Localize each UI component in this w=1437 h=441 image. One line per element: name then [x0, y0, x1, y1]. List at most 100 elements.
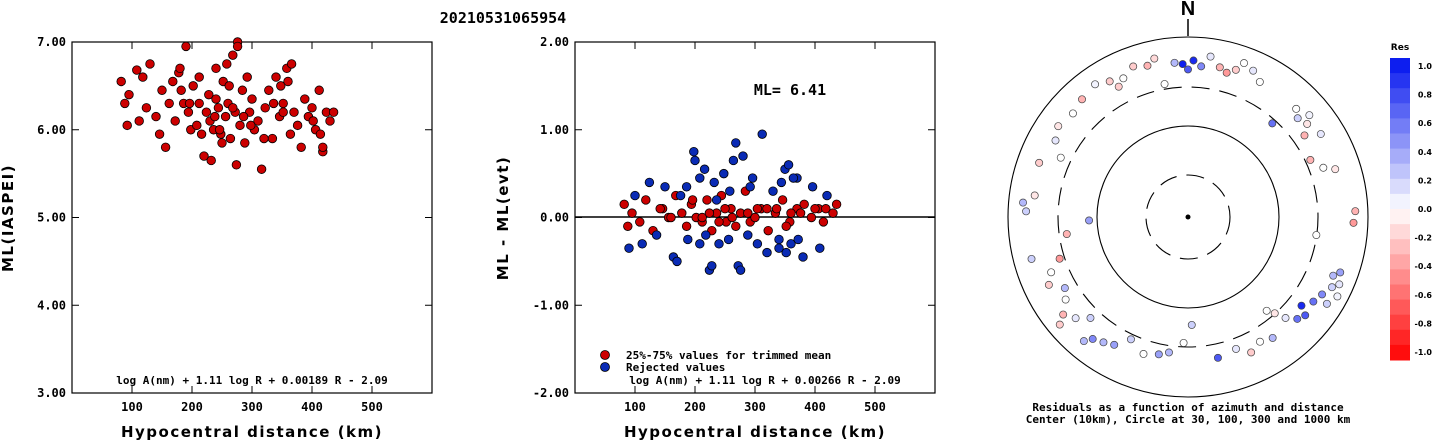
plot1-data-point-series-0 [168, 76, 178, 87]
plot2-data-point-series-1 [786, 239, 796, 249]
plot2-data-point-series-0 [795, 208, 806, 218]
plot2-data-point-series-1 [701, 230, 711, 240]
plot1-data-point-series-0 [124, 89, 134, 100]
station-point [1035, 158, 1044, 167]
colorbar-tick-label: -0.6 [1415, 291, 1433, 300]
plot1-y-tick-label: 5.00 [37, 211, 66, 225]
station-point [1069, 109, 1077, 118]
plot2-data-point-series-1 [707, 261, 717, 271]
station-point [1184, 65, 1192, 74]
colorbar-cell [1390, 314, 1410, 331]
plot2-data-point-series-0 [623, 221, 633, 231]
plot2-x-tick-label: 300 [744, 400, 766, 414]
plot2-points [619, 129, 842, 275]
plot1-data-point-series-0 [283, 76, 293, 87]
plot1-data-point-series-0 [120, 98, 130, 109]
plot1-data-point-series-0 [170, 116, 180, 126]
plot1-data-point-series-0 [228, 50, 238, 60]
plot2-x-tick-label: 100 [624, 400, 646, 414]
plot1-data-point-series-0 [256, 164, 267, 174]
plot2-data-point-series-1 [793, 234, 803, 245]
plot1-data-point-series-0 [278, 98, 288, 109]
plot1-data-point-series-0 [276, 81, 286, 91]
station-point [1336, 268, 1345, 277]
station-point [1256, 337, 1264, 346]
station-point [1060, 284, 1069, 293]
station-point [1078, 95, 1086, 104]
station-point [1085, 216, 1094, 225]
plot2-data-point-series-1 [743, 230, 753, 240]
plot2-data-point-series-1 [798, 252, 808, 262]
plot2-data-point-series-1 [745, 182, 755, 192]
plot2-data-point-series-0 [821, 204, 831, 214]
station-point [1255, 77, 1264, 86]
plot1-y-tick-label: 3.00 [37, 386, 66, 400]
station-point [1129, 62, 1138, 71]
plot2-data-point-series-1 [695, 173, 705, 183]
station-point [1206, 52, 1215, 61]
station-point [1170, 58, 1179, 67]
plot2-data-point-series-0 [681, 221, 692, 231]
colorbar-tick-label: 0.8 [1418, 91, 1433, 100]
plot1-y-tick-label: 7.00 [37, 35, 66, 49]
north-label: N [1181, 0, 1195, 20]
station-point [1319, 163, 1328, 172]
plot1-data-point-series-0 [194, 98, 204, 109]
station-point [1300, 131, 1309, 140]
station-point [1215, 63, 1224, 72]
legend-marker-rejected [600, 362, 610, 372]
colorbar-cell [1390, 148, 1410, 165]
station-point [1051, 136, 1060, 145]
plot1-data-point-series-0 [183, 107, 194, 117]
station-point [1349, 218, 1358, 227]
ring-1000km [1007, 36, 1369, 398]
plot2-data-point-series-1 [762, 247, 772, 258]
plot1-x-tick-label: 100 [121, 400, 143, 414]
plot2-data-point-series-1 [675, 190, 686, 201]
plot1-data-point-series-0 [246, 120, 256, 131]
station-point [1231, 65, 1240, 74]
plot2-data-point-series-0 [702, 195, 712, 205]
plot1-data-point-series-0 [240, 138, 250, 148]
plot1-data-point-series-0 [289, 107, 299, 117]
station-point [1331, 165, 1340, 174]
plot2-data-point-series-1 [699, 164, 710, 174]
plot2-data-point-series-1 [728, 155, 739, 166]
station-point [1305, 111, 1314, 120]
legend-label-rejected: Rejected values [626, 361, 725, 374]
plot2-x-axis-label: Hypocentral distance (km) [624, 423, 886, 441]
plot2-data-point-series-0 [743, 208, 753, 218]
plot2-data-point-series-1 [788, 173, 799, 183]
plot2-data-point-series-1 [725, 186, 735, 196]
plot2-data-point-series-1 [768, 186, 778, 196]
plot2-data-point-series-1 [738, 151, 748, 161]
plot2-data-point-series-1 [776, 177, 787, 188]
plot1-data-point-series-0 [224, 81, 234, 91]
colorbar-cell [1390, 239, 1410, 255]
plot2-data-point-series-1 [689, 146, 699, 157]
plot1-data-point-series-0 [164, 98, 174, 109]
colorbar-cell [1390, 329, 1410, 346]
plot2-x-tick-label: 500 [864, 400, 886, 414]
plot2-data-point-series-0 [714, 217, 724, 227]
plot2-data-point-series-0 [731, 221, 741, 231]
plot2-data-point-series-1 [719, 168, 729, 179]
plot2-data-point-series-1 [781, 247, 791, 258]
station-point [1293, 114, 1302, 123]
legend-marker-trimmed [600, 350, 610, 360]
plot1-data-point-series-0 [228, 103, 238, 113]
plot2-data-point-series-0 [771, 204, 782, 214]
plot1-data-point-series-0 [325, 116, 335, 126]
station-point [1030, 191, 1039, 200]
plot2-data-point-series-0 [818, 217, 829, 227]
plot2-data-point-series-0 [750, 212, 760, 223]
plot1-data-point-series-0 [184, 98, 195, 109]
plot1-data-point-series-0 [286, 59, 297, 69]
plot1-data-point-series-0 [300, 94, 310, 104]
plot2-data-point-series-1 [709, 177, 719, 188]
plot2-data-point-series-0 [777, 195, 788, 205]
station-point [1019, 198, 1027, 207]
station-point [1044, 280, 1053, 289]
plot2-data-point-series-0 [641, 195, 651, 205]
